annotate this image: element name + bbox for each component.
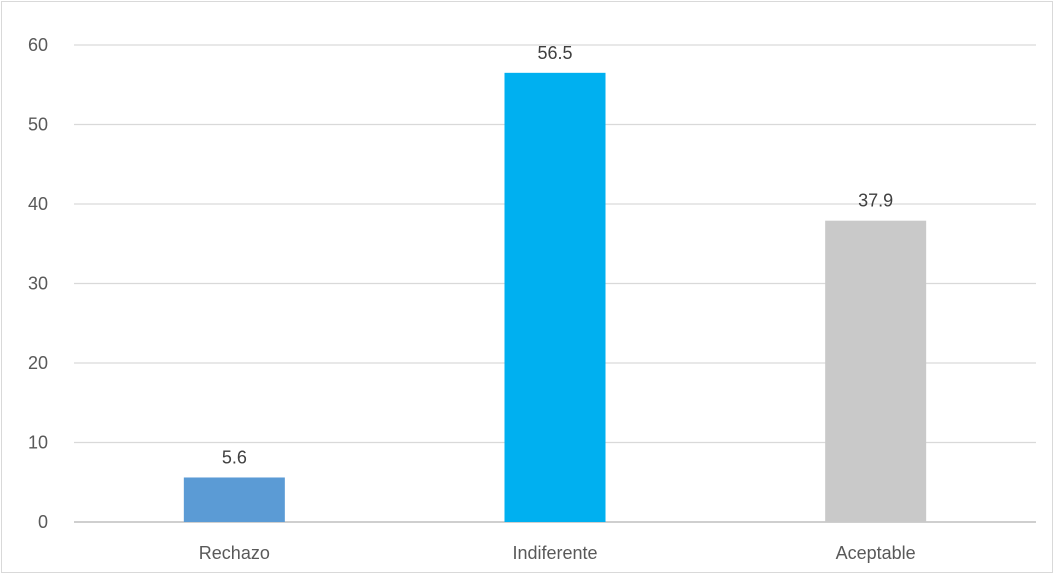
bar-rechazo — [183, 477, 285, 522]
y-tick-label: 40 — [28, 194, 48, 214]
bars — [183, 72, 927, 522]
y-tick-label: 0 — [38, 512, 48, 532]
labels: 0 10 20 30 40 50 60 5.6 Rechazo 56.5 Indiferente 37… — [28, 35, 916, 563]
x-tick-label: Rechazo — [199, 543, 270, 563]
data-label: 37.9 — [858, 191, 893, 211]
y-tick-label: 30 — [28, 274, 48, 294]
y-tick-label: 20 — [28, 353, 48, 373]
data-label: 5.6 — [222, 447, 247, 467]
bar-aceptable — [825, 220, 927, 522]
data-label: 56.5 — [537, 43, 572, 63]
y-tick-label: 10 — [28, 433, 48, 453]
x-tick-label: Indiferente — [512, 543, 597, 563]
x-tick-label: Aceptable — [836, 543, 916, 563]
bar-indiferente — [504, 72, 606, 522]
y-tick-label: 60 — [28, 35, 48, 55]
y-tick-label: 50 — [28, 115, 48, 135]
